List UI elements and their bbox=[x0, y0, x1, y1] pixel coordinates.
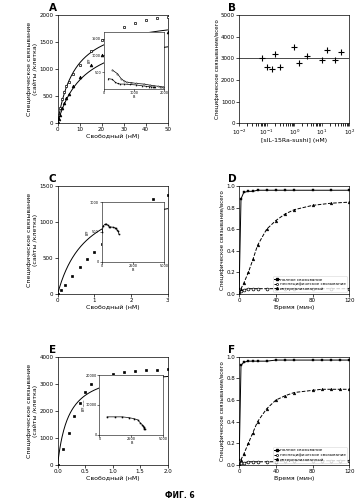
Text: B: B bbox=[228, 3, 236, 13]
Text: A: A bbox=[49, 3, 57, 13]
X-axis label: Время (мин): Время (мин) bbox=[274, 304, 314, 310]
X-axis label: Свободный (нМ): Свободный (нМ) bbox=[86, 304, 139, 310]
X-axis label: Свободный (нМ): Свободный (нМ) bbox=[86, 134, 139, 139]
X-axis label: Свободный (нМ): Свободный (нМ) bbox=[86, 476, 139, 480]
Text: ФИГ. 6: ФИГ. 6 bbox=[165, 490, 195, 500]
Y-axis label: Специфическое связывание
(сайты /клетка): Специфическое связывание (сайты /клетка) bbox=[27, 22, 38, 116]
Legend: полное связывание, неспецифическое связывание, интернализованный: полное связывание, неспецифическое связы… bbox=[273, 276, 347, 292]
Text: F: F bbox=[228, 344, 235, 354]
Y-axis label: Специфическое связывание/всего: Специфическое связывание/всего bbox=[215, 19, 220, 119]
Y-axis label: Специфическое связывание/всего: Специфическое связывание/всего bbox=[220, 361, 225, 461]
X-axis label: Время (мин): Время (мин) bbox=[274, 476, 314, 480]
Text: C: C bbox=[49, 174, 57, 184]
Y-axis label: Специфическое связывание
(сайты /клетка): Специфическое связывание (сайты /клетка) bbox=[27, 364, 38, 458]
X-axis label: [sIL-15Ra-sushi] (нМ): [sIL-15Ra-sushi] (нМ) bbox=[261, 138, 327, 143]
Y-axis label: Специфическое связывание/всего: Специфическое связывание/всего bbox=[220, 190, 225, 290]
Text: D: D bbox=[228, 174, 237, 184]
Legend: полное связывание, неспецифическое связывание, интернализованный: полное связывание, неспецифическое связы… bbox=[273, 447, 347, 463]
Text: E: E bbox=[49, 344, 56, 354]
Y-axis label: Специфическое связывание
(сайты /клетка): Специфическое связывание (сайты /клетка) bbox=[27, 193, 38, 287]
